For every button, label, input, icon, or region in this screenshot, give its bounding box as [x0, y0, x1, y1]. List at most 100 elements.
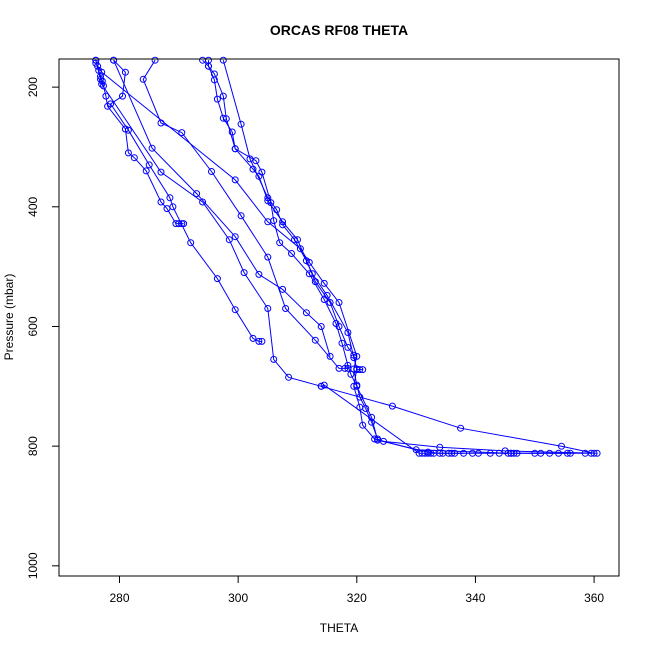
data-point: [279, 218, 287, 226]
y-tick-label: 200: [26, 77, 40, 97]
data-point: [356, 366, 364, 374]
plot-series-group: [95, 59, 598, 454]
data-point: [317, 323, 325, 330]
data-point: [563, 449, 571, 457]
data-point: [264, 305, 272, 312]
y-tick-label: 600: [26, 316, 40, 336]
data-point: [344, 361, 352, 369]
data-point: [231, 145, 239, 153]
data-point: [97, 72, 104, 80]
data-point: [457, 424, 465, 432]
data-point: [558, 442, 565, 450]
x-tick-label: 320: [347, 591, 367, 605]
data-point: [231, 176, 239, 184]
data-point: [102, 92, 110, 100]
y-tick-label: 800: [26, 436, 40, 456]
data-point: [130, 154, 138, 162]
data-point: [237, 212, 245, 220]
data-point: [344, 343, 352, 351]
data-point: [353, 382, 361, 390]
data-point: [157, 119, 165, 127]
y-tick-label: 1000: [26, 552, 40, 579]
data-point: [326, 352, 334, 360]
series-line-1: [95, 60, 184, 225]
data-point: [311, 278, 319, 286]
data-point: [139, 75, 147, 83]
plot-frame: [58, 58, 620, 577]
data-point: [213, 275, 221, 283]
data-point: [320, 296, 328, 303]
data-point: [142, 167, 150, 175]
data-point: [228, 128, 236, 136]
data-point: [282, 305, 290, 312]
data-point: [249, 334, 257, 342]
data-point: [225, 236, 233, 244]
data-point: [249, 165, 257, 173]
data-point: [302, 257, 310, 265]
data-point: [92, 56, 100, 64]
data-point: [451, 449, 459, 457]
data-point: [430, 449, 438, 457]
data-point: [187, 239, 195, 247]
data-point: [338, 339, 346, 347]
data-point: [145, 161, 153, 169]
data-point: [460, 449, 468, 457]
data-point: [448, 449, 456, 457]
data-point: [264, 253, 272, 261]
data-point: [276, 239, 284, 247]
data-point: [100, 82, 107, 90]
data-point: [474, 449, 482, 457]
data-point: [486, 449, 494, 457]
data-point: [308, 270, 316, 278]
data-point: [92, 59, 100, 67]
chart-title: ORCAS RF08 THETA: [270, 22, 408, 38]
data-point: [388, 402, 396, 410]
y-axis-label: Pressure (mbar): [2, 274, 16, 361]
data-point: [199, 198, 207, 206]
data-point: [495, 449, 503, 457]
data-point: [356, 393, 364, 401]
data-point: [510, 449, 518, 457]
data-point: [258, 337, 266, 345]
data-point: [273, 206, 281, 214]
data-point: [157, 168, 165, 176]
x-tick-label: 280: [109, 591, 129, 605]
data-point: [246, 155, 254, 163]
data-point: [219, 114, 227, 122]
x-tick-label: 340: [465, 591, 485, 605]
series-line-5: [95, 62, 598, 454]
data-point: [374, 436, 382, 444]
data-point: [296, 245, 304, 253]
data-point: [124, 149, 132, 157]
data-point: [255, 270, 263, 278]
data-point: [285, 373, 293, 381]
data-point: [294, 236, 301, 244]
x-axis-label: THETA: [320, 621, 358, 635]
data-point: [270, 355, 278, 363]
data-point: [219, 56, 227, 64]
series-line-3: [142, 59, 348, 369]
data-point: [359, 421, 367, 429]
data-point: [513, 449, 521, 457]
data-point: [335, 299, 343, 306]
data-point: [590, 449, 598, 457]
data-point: [107, 100, 115, 108]
data-point: [350, 351, 358, 359]
data-point: [166, 194, 174, 202]
data-point: [531, 449, 539, 457]
data-point: [270, 217, 278, 225]
data-point: [291, 236, 298, 244]
data-point: [119, 92, 126, 100]
data-point: [231, 306, 239, 314]
data-point: [169, 203, 177, 211]
data-point: [311, 336, 319, 344]
data-point: [288, 250, 295, 257]
data-point: [222, 115, 230, 123]
data-point: [178, 129, 186, 137]
data-point: [350, 382, 358, 390]
data-point: [121, 68, 129, 76]
data-point: [210, 76, 218, 84]
data-point: [320, 381, 328, 389]
data-point: [237, 120, 245, 128]
x-tick-label: 300: [228, 591, 248, 605]
